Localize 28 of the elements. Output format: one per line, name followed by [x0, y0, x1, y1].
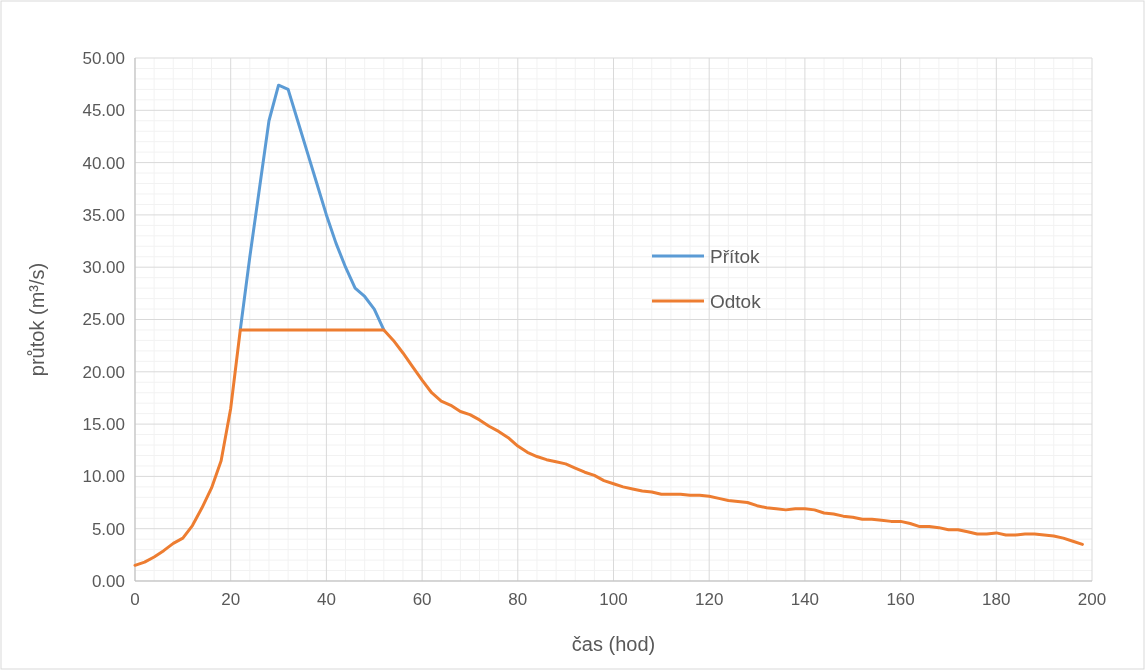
- y-tick-label: 45.00: [82, 101, 125, 121]
- x-tick-label: 100: [599, 590, 628, 609]
- y-axis-title: průtok (m³/s): [26, 262, 48, 377]
- legend-label: Přítok: [710, 245, 761, 267]
- line-series: [238, 83, 386, 332]
- x-tick-label: 120: [695, 590, 724, 609]
- y-tick-label: 25.00: [82, 310, 125, 330]
- y-tick-label: 20.00: [82, 362, 125, 382]
- x-tick-label: 200: [1077, 590, 1107, 609]
- x-tick-label: 20: [221, 590, 241, 609]
- y-tick-label: 15.00: [82, 415, 125, 435]
- x-tick-label: 160: [886, 590, 915, 609]
- x-tick-label: 180: [982, 590, 1011, 609]
- y-tick-label: 35.00: [82, 205, 125, 225]
- y-tick-label: 40.00: [82, 153, 125, 173]
- legend-label: Odtok: [710, 290, 762, 312]
- x-tick-label: 60: [412, 590, 432, 609]
- y-tick-label: 0.00: [91, 571, 125, 591]
- y-tick-label: 10.00: [82, 467, 125, 487]
- x-axis-title: čas (hod): [571, 633, 656, 655]
- line-series: [133, 328, 1084, 567]
- y-tick-label: 50.00: [82, 48, 125, 68]
- x-tick-label: 0: [130, 590, 140, 609]
- y-tick-label: 5.00: [91, 519, 125, 539]
- x-tick-label: 40: [316, 590, 336, 609]
- x-tick-label: 80: [508, 590, 528, 609]
- x-tick-label: 140: [790, 590, 820, 609]
- y-tick-label: 30.00: [82, 258, 125, 278]
